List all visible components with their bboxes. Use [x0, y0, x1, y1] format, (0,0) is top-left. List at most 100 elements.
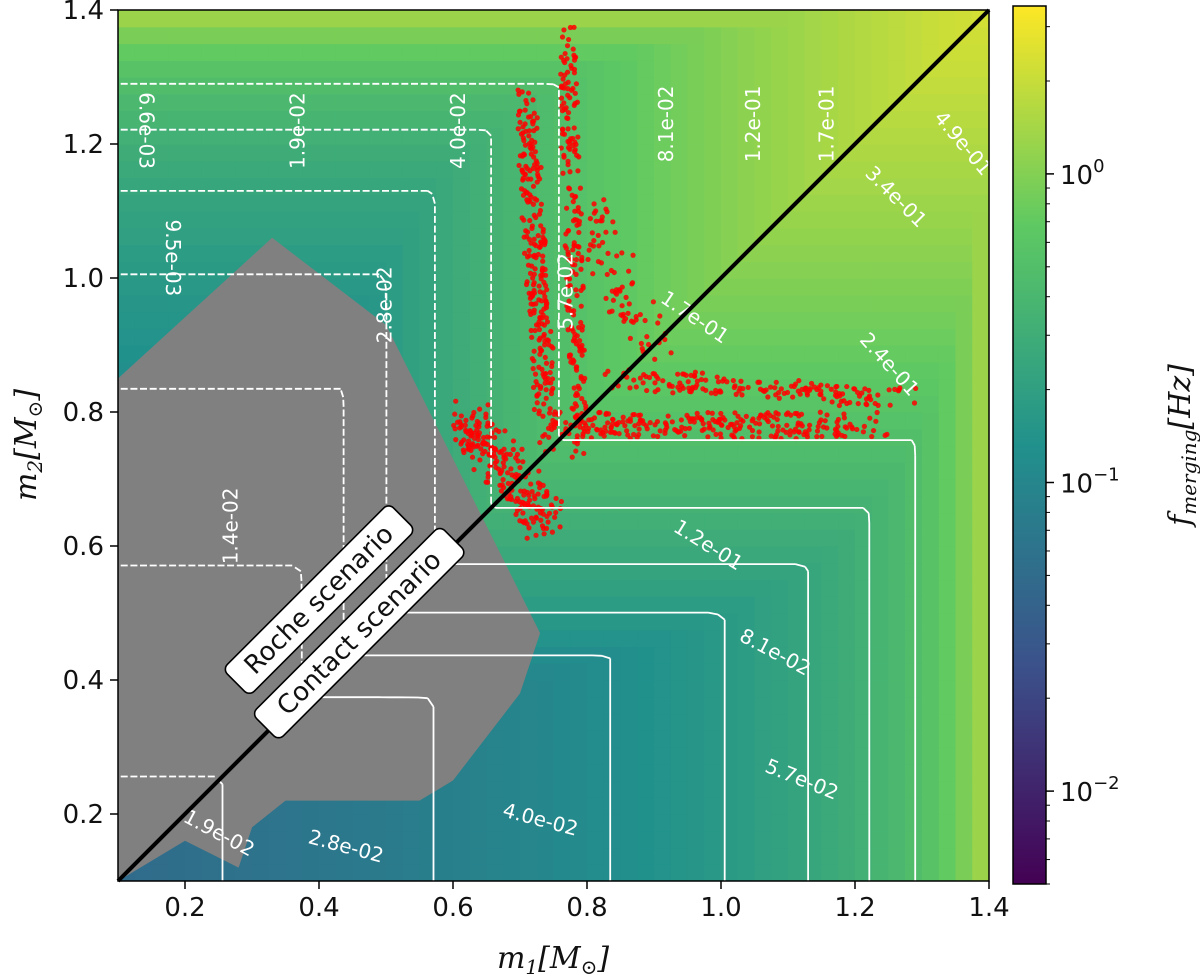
heat-cell: [721, 211, 739, 229]
heat-cell: [737, 696, 756, 715]
heat-cell: [888, 412, 906, 430]
heat-cell: [419, 328, 437, 346]
heat-cell: [436, 211, 454, 229]
heat-cell: [335, 814, 354, 832]
heat-cell: [855, 43, 873, 61]
heat-cell: [503, 177, 521, 195]
heat-cell: [754, 462, 772, 480]
heat-cell: [871, 629, 890, 648]
heat-cell: [536, 763, 555, 782]
heat-cell: [570, 562, 588, 581]
heat-cell: [352, 10, 370, 28]
red-point: [580, 431, 586, 437]
red-point: [763, 387, 769, 393]
red-point: [566, 140, 573, 147]
heat-cell: [553, 864, 571, 881]
heat-cell: [536, 60, 555, 78]
heat-cell: [503, 160, 521, 179]
heat-cell: [972, 328, 989, 346]
heat-cell: [704, 10, 722, 28]
red-point: [570, 46, 576, 52]
red-point: [591, 415, 598, 421]
heat-cell: [603, 26, 622, 45]
heat-cell: [436, 60, 454, 78]
heat-cell: [888, 864, 906, 881]
heat-cell: [888, 663, 906, 681]
heat-cell: [553, 663, 571, 681]
heat-cell: [469, 194, 488, 212]
heat-cell: [737, 26, 756, 45]
heat-cell: [888, 596, 906, 614]
red-point: [666, 381, 672, 388]
red-point: [763, 412, 769, 418]
heat-cell: [771, 144, 789, 162]
heat-cell: [788, 311, 806, 329]
contour-label: 1.4e-02: [218, 488, 242, 565]
heat-cell: [871, 713, 890, 731]
heat-cell: [888, 361, 906, 380]
heat-cell: [737, 747, 756, 765]
heat-cell: [721, 680, 739, 698]
heat-cell: [922, 194, 940, 212]
heat-cell: [821, 663, 839, 681]
heat-cell: [871, 680, 890, 698]
heat-cell: [804, 345, 823, 363]
heat-cell: [620, 60, 638, 78]
heat-cell: [252, 10, 270, 28]
red-point: [560, 170, 566, 176]
heat-cell: [737, 294, 756, 313]
red-point: [892, 386, 898, 392]
heat-cell: [821, 261, 839, 279]
heat-cell: [218, 177, 236, 195]
heat-cell: [838, 596, 856, 614]
heat-cell: [486, 730, 504, 748]
heat-cell: [118, 211, 136, 229]
heat-cell: [453, 278, 471, 296]
heat-cell: [771, 730, 789, 748]
heat-cell: [888, 110, 906, 128]
heat-cell: [620, 646, 638, 664]
red-point: [691, 372, 698, 379]
heat-cell: [704, 596, 722, 614]
heat-cell: [319, 127, 337, 145]
heat-cell: [737, 814, 756, 832]
red-point: [538, 164, 544, 171]
heat-cell: [687, 60, 705, 78]
heat-cell: [788, 144, 806, 162]
heat-cell: [486, 77, 504, 95]
heat-cell: [838, 462, 856, 480]
heat-cell: [972, 311, 989, 329]
heat-cell: [620, 696, 638, 715]
red-point: [497, 482, 503, 488]
heat-cell: [670, 428, 689, 447]
heat-cell: [285, 127, 303, 145]
red-point: [558, 145, 564, 151]
red-point: [574, 222, 580, 228]
heat-cell: [419, 244, 437, 262]
red-point: [576, 218, 583, 224]
heat-cell: [871, 445, 890, 463]
heat-cell: [938, 814, 957, 832]
red-point: [703, 377, 709, 383]
heat-cell: [335, 211, 354, 229]
heat-cell: [319, 830, 337, 849]
heat-cell: [268, 864, 287, 881]
red-point: [785, 410, 791, 416]
heat-cell: [587, 763, 605, 782]
heat-cell: [905, 713, 923, 731]
red-point: [572, 208, 578, 214]
heat-cell: [855, 211, 873, 229]
heat-cell: [754, 127, 772, 145]
heat-cell: [151, 43, 169, 61]
heat-cell: [469, 345, 488, 363]
red-point: [815, 423, 821, 430]
heat-cell: [955, 696, 973, 715]
heat-cell: [402, 144, 421, 162]
heat-cell: [721, 713, 739, 731]
red-point: [579, 352, 585, 358]
heat-cell: [721, 613, 739, 631]
heat-cell: [938, 144, 957, 162]
heat-cell: [469, 814, 488, 832]
red-point: [540, 258, 546, 264]
colorbar-tick-label: 100: [1060, 156, 1105, 191]
